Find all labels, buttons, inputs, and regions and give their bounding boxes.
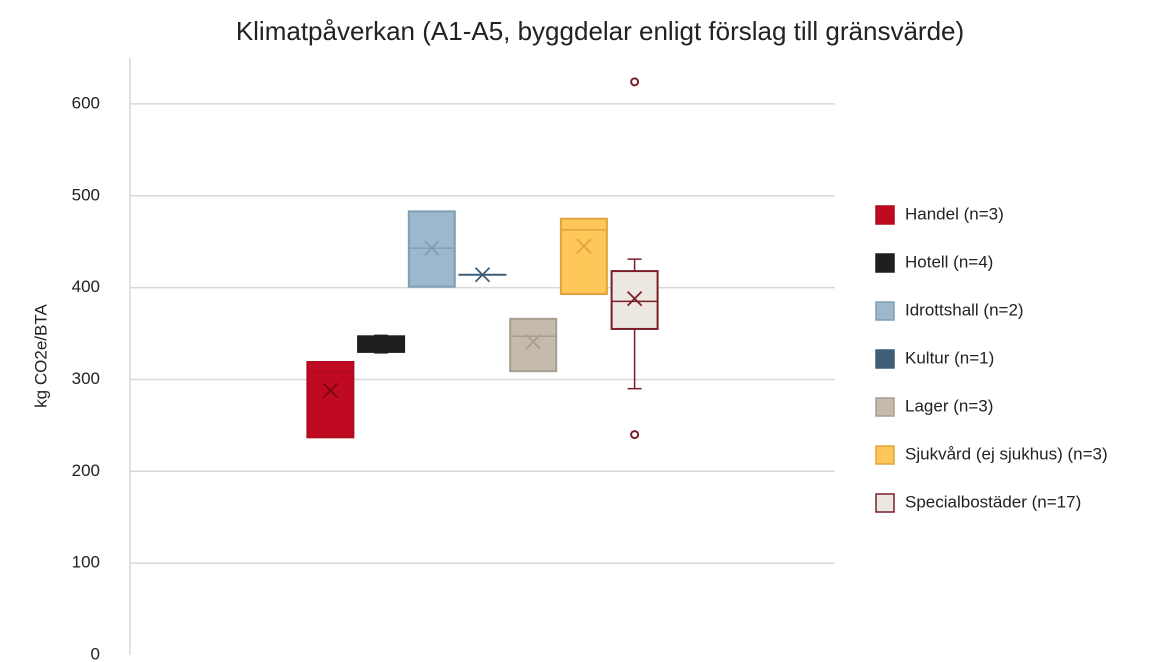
legend-swatch bbox=[875, 397, 895, 417]
mean-marker bbox=[474, 267, 491, 283]
legend-label: Lager (n=3) bbox=[905, 396, 993, 415]
y-tick-label: 0 bbox=[91, 644, 100, 662]
legend-label: Handel (n=3) bbox=[905, 204, 1004, 223]
y-tick-label: 500 bbox=[72, 185, 100, 204]
mean-marker bbox=[424, 240, 440, 256]
mean-marker bbox=[525, 334, 541, 350]
mean-marker bbox=[373, 336, 389, 352]
box bbox=[559, 217, 608, 296]
box bbox=[306, 361, 355, 439]
box bbox=[610, 270, 659, 330]
y-tick-label: 300 bbox=[72, 369, 100, 388]
y-tick-label: 200 bbox=[72, 461, 100, 480]
legend-swatch bbox=[875, 205, 895, 225]
legend-label: Specialbostäder (n=17) bbox=[905, 492, 1081, 511]
mean-marker bbox=[626, 291, 643, 307]
box bbox=[509, 317, 558, 373]
y-tick-label: 400 bbox=[72, 277, 100, 296]
legend-swatch bbox=[875, 301, 895, 321]
outlier bbox=[630, 430, 640, 440]
chart-title: Klimatpåverkan (A1-A5, byggdelar enligt … bbox=[236, 16, 964, 46]
mean-marker bbox=[576, 238, 592, 254]
legend-label: Kultur (n=1) bbox=[905, 348, 994, 367]
mean-marker bbox=[322, 382, 339, 399]
legend-swatch bbox=[875, 253, 895, 273]
legend-swatch bbox=[875, 349, 895, 369]
y-tick-label: 100 bbox=[72, 553, 100, 572]
legend-swatch bbox=[875, 493, 895, 513]
outlier bbox=[630, 77, 640, 87]
legend-label: Idrottshall (n=2) bbox=[905, 300, 1024, 319]
legend-label: Sjukvård (ej sjukhus) (n=3) bbox=[905, 444, 1108, 463]
y-tick-label: 600 bbox=[72, 93, 100, 112]
legend-swatch bbox=[875, 445, 895, 465]
legend-label: Hotell (n=4) bbox=[905, 252, 993, 271]
y-axis-label: kg CO2e/BTA bbox=[31, 304, 50, 408]
